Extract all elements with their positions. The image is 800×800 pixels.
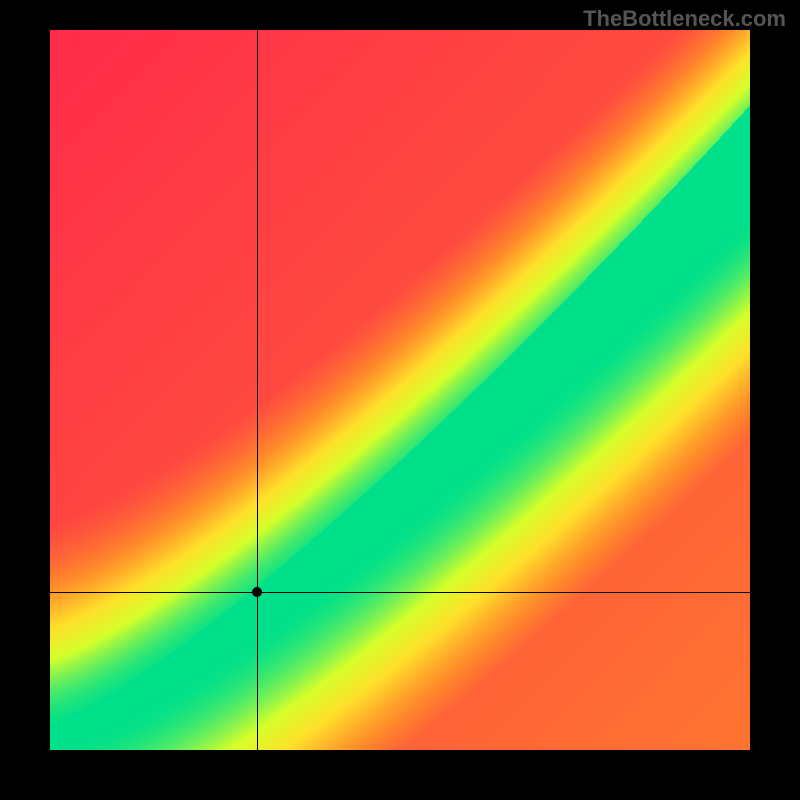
crosshair-horizontal xyxy=(50,592,750,593)
crosshair-marker xyxy=(252,587,262,597)
heatmap-canvas xyxy=(50,30,750,750)
crosshair-vertical xyxy=(257,30,258,750)
plot-area xyxy=(50,30,750,750)
chart-container: TheBottleneck.com xyxy=(0,0,800,800)
watermark-text: TheBottleneck.com xyxy=(583,6,786,32)
